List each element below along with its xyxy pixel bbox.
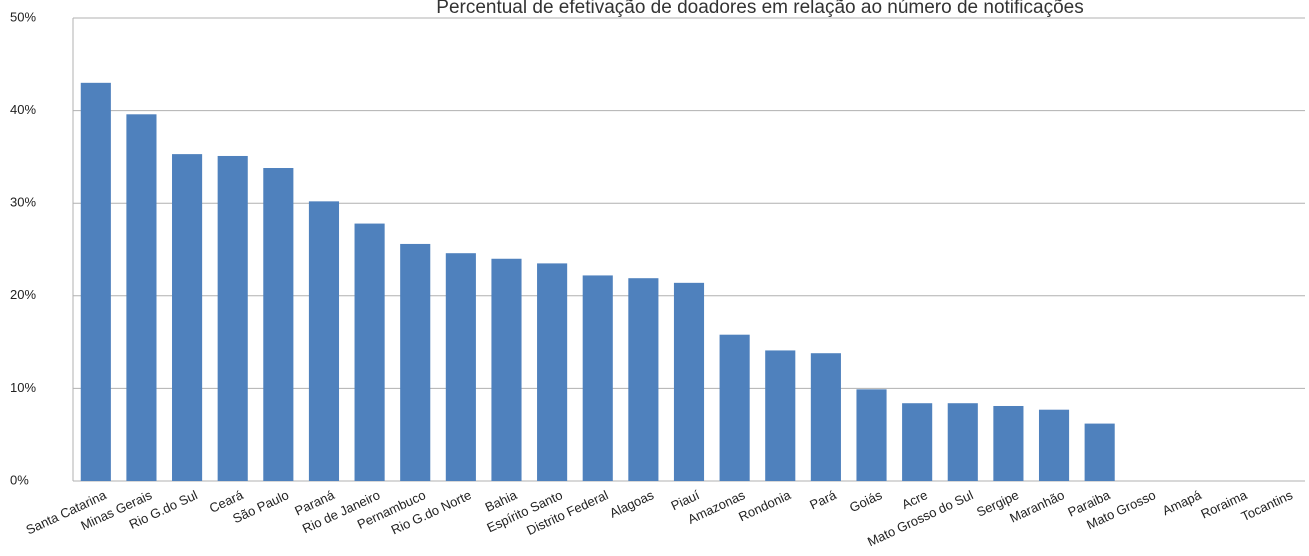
bar <box>400 243 431 481</box>
bar <box>628 278 659 481</box>
bar <box>491 258 522 481</box>
bar <box>947 403 978 481</box>
x-tick-label: Rondonia <box>736 487 793 524</box>
y-tick-label: 20% <box>10 287 36 302</box>
x-tick-label: Amapá <box>1160 487 1204 518</box>
bar <box>263 168 294 481</box>
bar <box>354 223 385 481</box>
bar <box>673 282 705 481</box>
bar <box>993 405 1024 481</box>
bar <box>719 334 750 481</box>
bar <box>308 201 340 481</box>
bar <box>80 82 111 481</box>
x-tick-label: Alagoas <box>607 487 656 521</box>
bar <box>126 114 157 481</box>
chart-title: Percentual de efetivação de doadores em … <box>436 0 1083 18</box>
bar <box>902 403 933 481</box>
bar <box>217 155 248 481</box>
x-tick-label: Goiás <box>847 487 885 515</box>
bar <box>445 253 476 481</box>
bar <box>1038 409 1070 481</box>
bar <box>810 353 841 481</box>
bar <box>1084 423 1115 481</box>
y-tick-label: 10% <box>10 380 36 395</box>
bar <box>856 389 887 481</box>
bar <box>172 154 203 481</box>
y-tick-label: 0% <box>10 472 29 487</box>
x-tick-label: Pará <box>807 487 839 513</box>
y-tick-label: 50% <box>10 9 36 24</box>
bar <box>582 275 613 481</box>
x-tick-label: Tocantins <box>1239 487 1296 524</box>
y-tick-label: 30% <box>10 195 36 210</box>
bar <box>765 350 796 481</box>
bar <box>537 263 568 481</box>
y-tick-label: 40% <box>10 102 36 117</box>
